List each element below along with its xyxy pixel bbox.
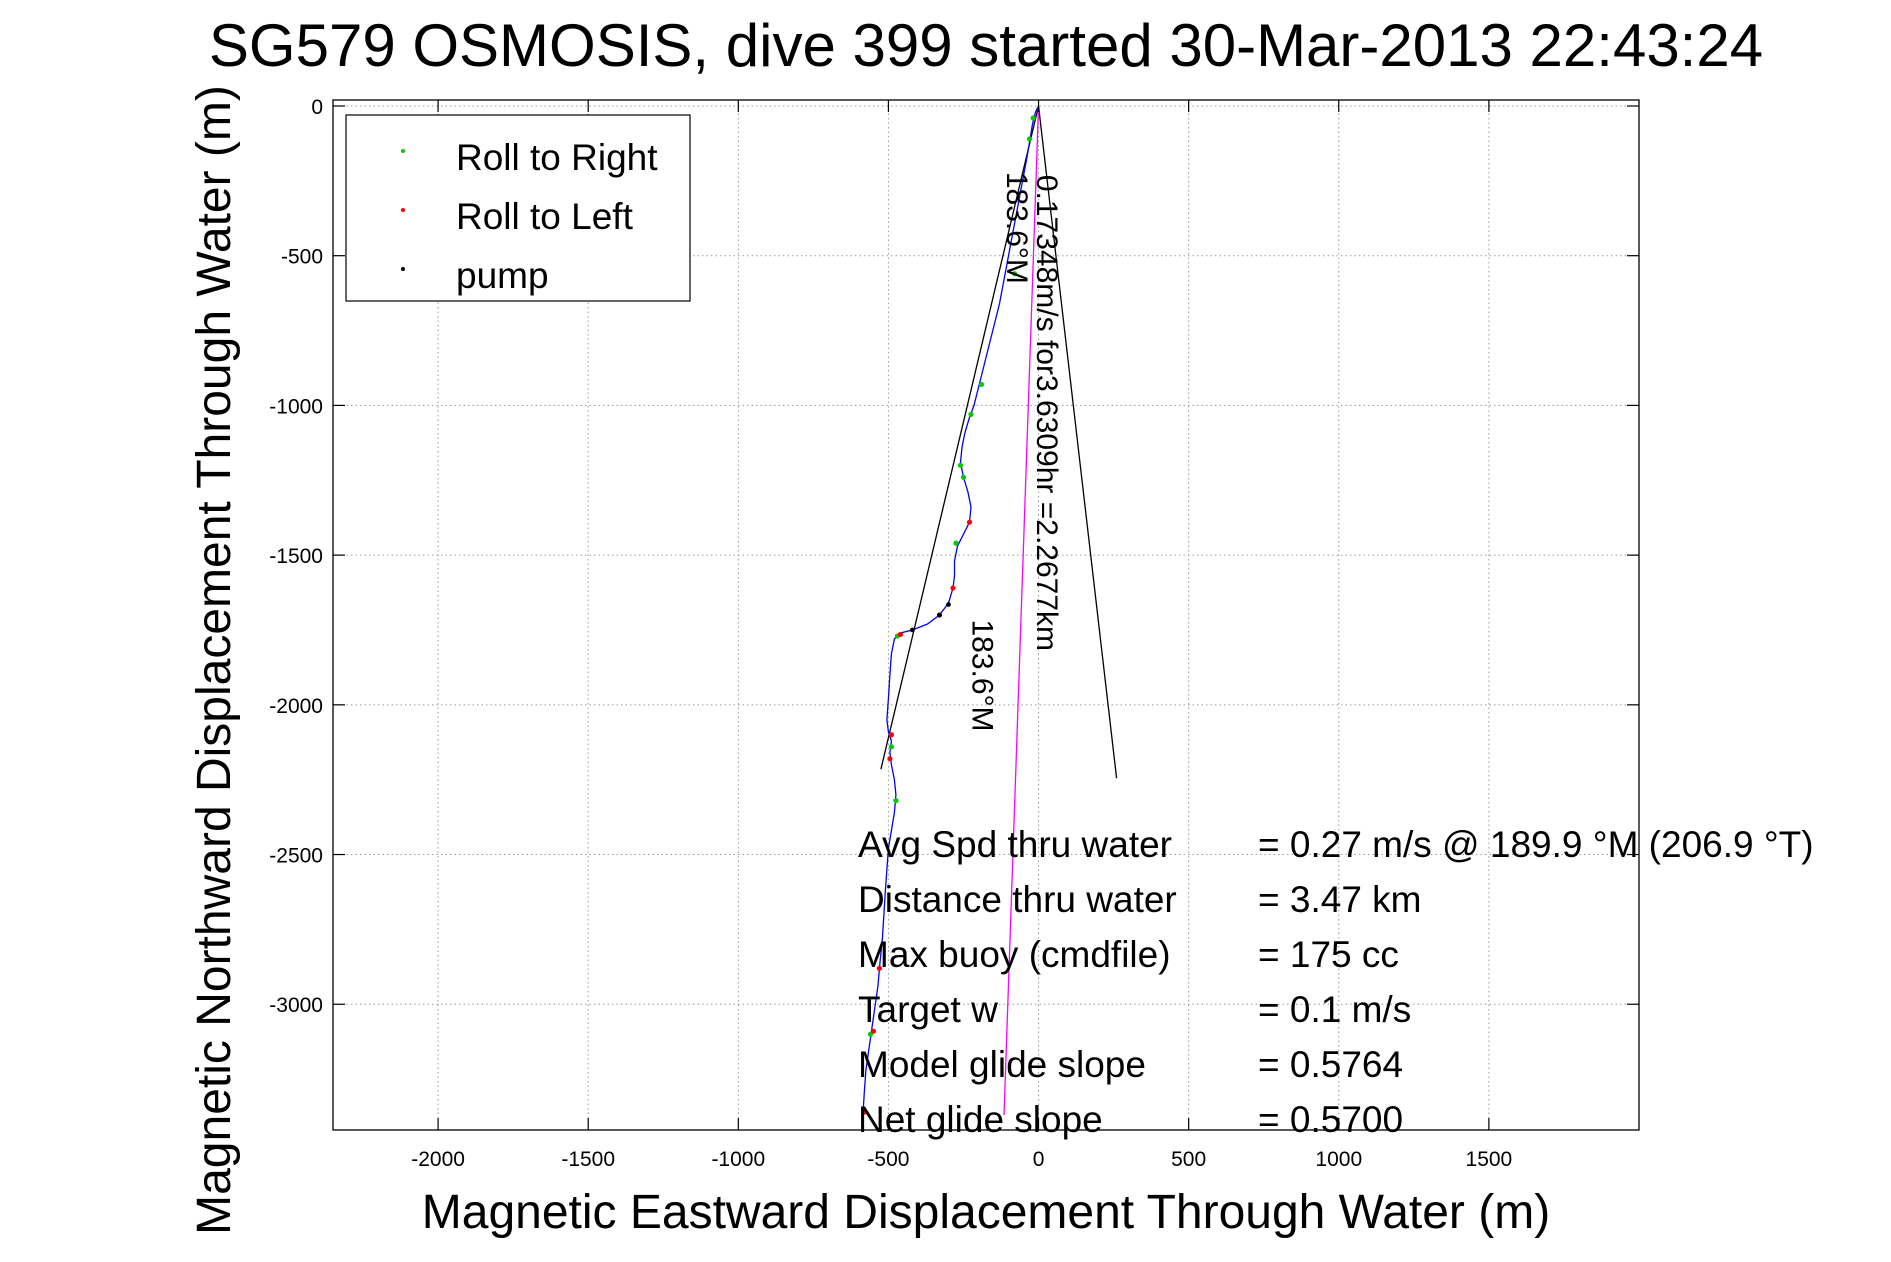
stat-label-avg-speed: Avg Spd thru water [858,824,1172,865]
stat-value-model-glide: = 0.5764 [1258,1044,1403,1085]
x-tick-label: 0 [1033,1148,1045,1171]
x-tick-label: 1500 [1466,1148,1513,1171]
stat-value-avg-speed: = 0.27 m/s @ 189.9 °M (206.9 °T) [1258,824,1814,865]
chart-title: SG579 OSMOSIS, dive 399 started 30-Mar-2… [209,12,1763,79]
x-tick-label: 500 [1171,1148,1206,1171]
roll-right-point [1011,271,1018,277]
pump-point [946,602,951,607]
stat-label-max-buoy: Max buoy (cmdfile) [858,934,1171,975]
roll-right-point [968,411,974,417]
y-tick-label: -1500 [269,545,323,568]
x-tick-label: -1500 [561,1148,615,1171]
y-tick-label: 0 [311,96,323,119]
stat-label-target-w: Target w [858,989,998,1030]
y-tick-label: -500 [281,246,323,269]
roll-left-point [966,519,973,525]
roll-right-point [893,798,899,804]
stat-value-net-glide: = 0.5700 [1258,1099,1403,1140]
reference-line [1003,105,1040,1116]
roll-left-point [897,631,904,638]
legend-label-pump: pump [456,255,549,296]
stat-value-max-buoy: = 175 cc [1258,934,1399,975]
x-tick-label: -2000 [411,1148,465,1171]
roll-left-point [887,756,893,762]
legend-marker-roll-right [401,149,405,153]
roll-right-point [960,474,967,480]
roll-left-point [950,585,956,591]
stat-value-target-w: = 0.1 m/s [1258,989,1411,1030]
pump-point [937,612,942,618]
markers [861,115,1036,1115]
roll-right-point [1030,115,1036,121]
legend-label-roll-right: Roll to Right [456,137,658,178]
roll-left-point [876,965,883,971]
legend-marker-pump [401,267,405,271]
reference-line [1037,105,1118,779]
y-tick-label: -2500 [269,845,323,868]
legend-marker-roll-left [401,208,405,212]
annotations: 0.17348m/s for3.6309hr =2.2677km183.6°M1… [965,172,1063,732]
y-tick-label: -1000 [269,395,323,418]
track-line [862,105,1040,1116]
y-tick-label: -2000 [269,695,323,718]
annotation: 0.17348m/s for3.6309hr =2.2677km [1030,175,1063,651]
reference-line [880,105,1040,770]
roll-right-point [957,462,964,468]
annotation: 183.6°M [1000,172,1033,284]
roll-left-point [861,1109,868,1115]
x-tick-label: -500 [867,1148,909,1171]
roll-left-point [888,732,895,738]
y-tick-label: -3000 [269,994,323,1017]
annotation: 183.6°M [965,619,998,731]
roll-right-point [978,381,985,388]
stat-value-distance: = 3.47 km [1258,879,1422,920]
roll-right-point [953,540,959,546]
legend-label-roll-left: Roll to Left [456,196,634,237]
legend: Roll to Right Roll to Left pump [345,114,691,302]
plot-frame [332,99,1640,1131]
ticks: -2000 -1500 -1000 -500 0 500 1000 1500 0 -500 -100… [269,96,1639,1171]
x-axis-label: Magnetic Eastward Displacement Through W… [422,1186,1550,1239]
stat-label-model-glide: Model glide slope [858,1044,1146,1085]
roll-right-point [888,744,895,750]
x-tick-label: 1000 [1315,1148,1362,1171]
roll-left-point [870,1028,877,1034]
stats-block: Avg Spd thru water = 0.27 m/s @ 189.9 °M… [858,824,1814,1140]
x-tick-label: -1000 [711,1148,765,1171]
stat-label-net-glide: Net glide slope [858,1099,1103,1140]
roll-right-point [1026,136,1033,142]
reference-lines [880,105,1118,1116]
stat-label-distance: Distance thru water [858,879,1177,920]
y-axis-label: Magnetic Northward Displacement Through … [188,85,241,1235]
pump-point [910,627,915,633]
track [862,105,1040,1116]
